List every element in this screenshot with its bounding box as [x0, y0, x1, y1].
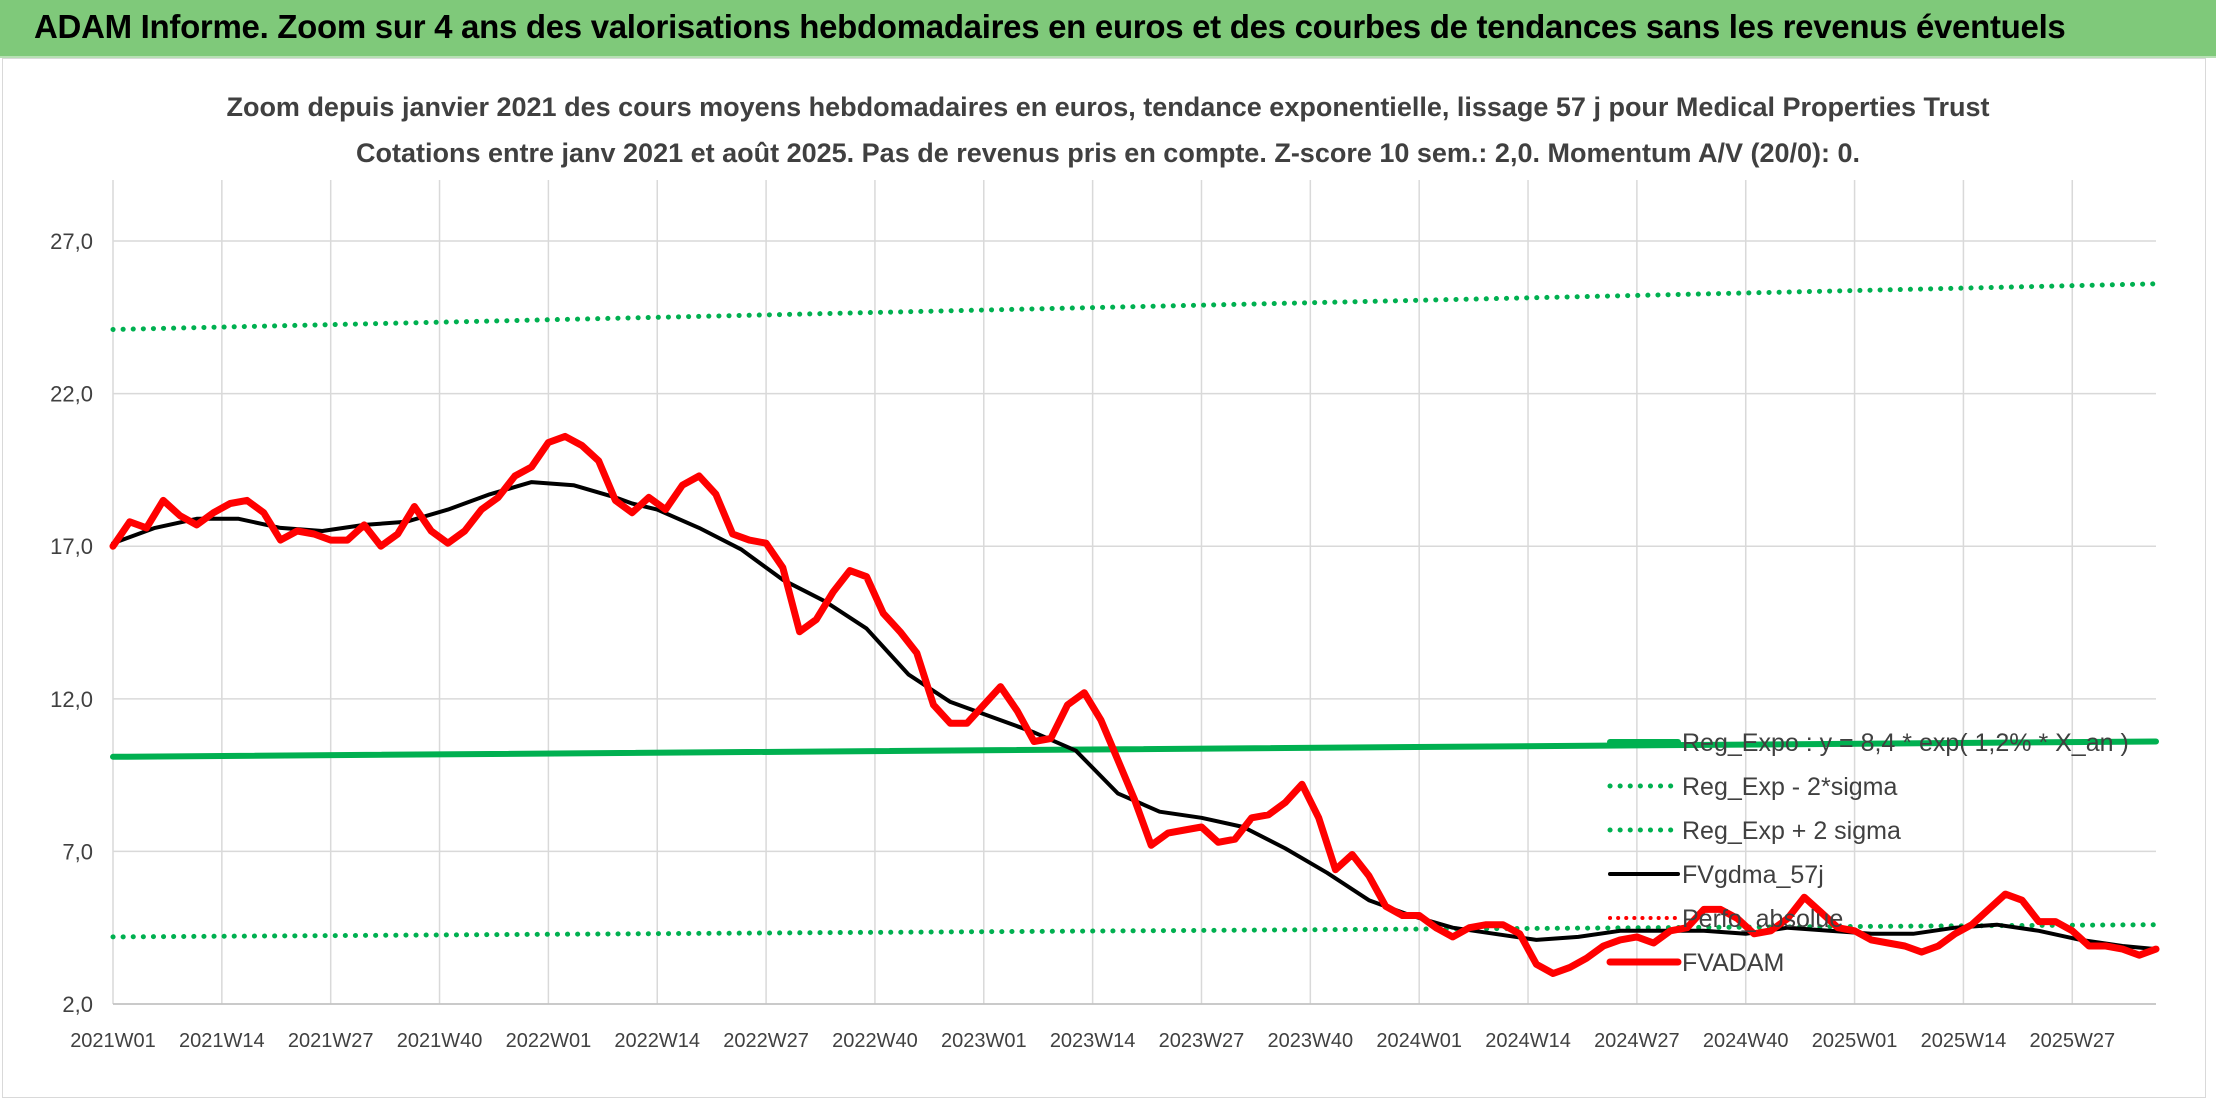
x-tick-label: 2023W01: [941, 1030, 1027, 1052]
x-tick-label: 2021W27: [288, 1030, 374, 1052]
report-title: ADAM Informe. Zoom sur 4 ans des valoris…: [34, 8, 2066, 45]
legend: Reg_Expo : y = 8,4 * exp( 1,2% * X_an ) R…: [1606, 729, 2129, 977]
x-tick-label: 2024W14: [1485, 1030, 1571, 1052]
x-tick-label: 2023W40: [1268, 1030, 1354, 1052]
x-tick-label: 2025W01: [1812, 1030, 1898, 1052]
x-tick-label: 2022W40: [832, 1030, 918, 1052]
series-line-6: [109, 432, 2160, 977]
report-banner: ADAM Informe. Zoom sur 4 ans des valoris…: [0, 0, 2216, 58]
axis-ticks: 2,0 7,0 12,0 17,0 22,0 27,0 2021W01 2021W14 2021…: [50, 229, 2115, 1052]
legend-label: Reg_Exp - 2*sigma: [1682, 773, 1897, 801]
x-tick-label: 2025W14: [1921, 1030, 2007, 1052]
grid-lines: [112, 180, 2156, 1005]
chart-title: Zoom depuis janvier 2021 des cours moyen…: [226, 92, 1989, 122]
x-tick-label: 2022W14: [614, 1030, 700, 1052]
y-tick-label: 7,0: [62, 839, 93, 864]
series-line-3: [110, 281, 2159, 332]
x-tick-label: 2022W27: [723, 1030, 809, 1052]
x-tick-label: 2021W14: [179, 1030, 265, 1052]
x-tick-label: 2025W27: [2029, 1030, 2115, 1052]
x-tick-label: 2024W40: [1703, 1030, 1789, 1052]
y-tick-label: 2,0: [62, 992, 93, 1017]
x-tick-label: 2022W01: [506, 1030, 592, 1052]
x-tick-label: 2021W01: [70, 1030, 156, 1052]
chart-subtitle: Cotations entre janv 2021 et août 2025. …: [356, 138, 1860, 168]
x-tick-label: 2021W40: [397, 1030, 483, 1052]
series-line-1: [110, 738, 2159, 760]
y-tick-label: 22,0: [50, 382, 93, 407]
x-tick-label: 2023W14: [1050, 1030, 1136, 1052]
legend-label: Reg_Exp + 2 sigma: [1682, 817, 1901, 845]
series-line-4: [111, 480, 2158, 952]
legend-label: Perfo_absolue: [1682, 905, 1843, 933]
y-tick-label: 12,0: [50, 687, 93, 712]
x-tick-label: 2024W27: [1594, 1030, 1680, 1052]
series-lines: [109, 281, 2160, 977]
y-tick-label: 17,0: [50, 534, 93, 559]
x-tick-label: 2023W27: [1159, 1030, 1245, 1052]
legend-label: Reg_Expo : y = 8,4 * exp( 1,2% * X_an ): [1682, 729, 2129, 757]
legend-label: FVADAM: [1682, 949, 1784, 977]
y-tick-label: 27,0: [50, 229, 93, 254]
chart-frame: [2, 58, 2206, 1098]
series-line-2: [110, 922, 2159, 940]
x-tick-label: 2024W01: [1376, 1030, 1462, 1052]
legend-label: FVgdma_57j: [1682, 861, 1824, 889]
